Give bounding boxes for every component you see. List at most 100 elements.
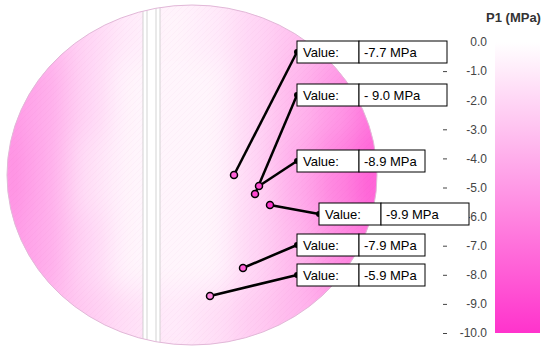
heat-cell bbox=[69, 0, 111, 62]
hatch bbox=[0, 0, 82, 348]
disc-outline bbox=[7, 5, 377, 345]
tick-label: -1.0 bbox=[466, 64, 487, 78]
tick-mark bbox=[443, 304, 447, 305]
label-box bbox=[297, 234, 359, 256]
leader-line bbox=[243, 245, 297, 268]
hatch bbox=[192, 0, 550, 348]
tick-mark bbox=[443, 158, 447, 159]
annotation: Value:-7.7 MPa bbox=[231, 41, 448, 179]
hatch bbox=[294, 0, 550, 348]
tick-mark bbox=[443, 129, 447, 130]
hatch bbox=[336, 0, 550, 348]
hatch bbox=[0, 0, 394, 348]
hatch bbox=[0, 0, 238, 348]
hatch bbox=[162, 0, 550, 348]
hatch bbox=[0, 0, 172, 348]
hatch bbox=[6, 0, 406, 348]
tick-label: -7.0 bbox=[466, 239, 487, 253]
tick-label: -2.0 bbox=[466, 94, 487, 108]
strip-edge bbox=[160, 0, 161, 348]
texture bbox=[0, 0, 550, 348]
tick-label: 0.0 bbox=[470, 35, 487, 49]
annotation-label: Value: bbox=[303, 88, 339, 103]
tick-label: -4.0 bbox=[466, 152, 487, 166]
hatch bbox=[222, 0, 550, 348]
hatch bbox=[0, 0, 214, 348]
annotation: Value: -5.9 MPa bbox=[207, 264, 426, 300]
annotation: Value: - 9.0 MPa bbox=[252, 84, 448, 198]
hatch bbox=[0, 0, 346, 348]
hatch bbox=[240, 0, 550, 348]
strip-edge bbox=[156, 0, 157, 348]
hatch bbox=[180, 0, 550, 348]
tick-label: -3.0 bbox=[466, 123, 487, 137]
probe-point bbox=[267, 202, 274, 209]
heat-cell bbox=[315, 289, 357, 348]
hatch bbox=[132, 0, 532, 348]
heat-cell bbox=[0, 137, 29, 214]
hatch bbox=[60, 0, 460, 348]
hatch bbox=[228, 0, 550, 348]
strip-edge bbox=[143, 0, 144, 348]
tick: 0.0 bbox=[443, 35, 491, 49]
probe-point bbox=[207, 293, 214, 300]
hatch bbox=[0, 0, 148, 348]
hatch bbox=[258, 0, 550, 348]
hatch bbox=[114, 0, 514, 348]
hatch bbox=[144, 0, 544, 348]
hatch bbox=[0, 0, 304, 348]
leader-line bbox=[234, 52, 297, 175]
hatch bbox=[48, 0, 448, 348]
tick-label: -9.0 bbox=[466, 297, 487, 311]
hatch bbox=[270, 0, 550, 348]
colorbar bbox=[495, 42, 540, 333]
heat-cell bbox=[0, 0, 29, 62]
hatch bbox=[0, 0, 250, 348]
label-box bbox=[297, 264, 359, 286]
hatch bbox=[0, 0, 280, 348]
hatch bbox=[108, 0, 508, 348]
colorbar-axis: 0.0-1.0-2.0-3.0-4.0-5.0-6.0-7.0-8.0-9.0-… bbox=[443, 35, 492, 340]
tick: -3.0 bbox=[443, 123, 491, 137]
tick: -7.0 bbox=[443, 239, 491, 253]
hatch bbox=[0, 0, 202, 348]
tick-mark bbox=[443, 246, 447, 247]
hatch bbox=[78, 0, 478, 348]
hatch bbox=[0, 0, 322, 348]
hatch bbox=[216, 0, 550, 348]
heat-cell bbox=[315, 137, 357, 214]
annotation-value: - 9.0 MPa bbox=[364, 88, 421, 103]
tick: -10.0 bbox=[443, 326, 491, 340]
hatch bbox=[174, 0, 550, 348]
hatch bbox=[0, 0, 370, 348]
annotation-value: -8.9 MPa bbox=[364, 154, 418, 169]
hatch bbox=[0, 0, 262, 348]
tick: -1.0 bbox=[443, 64, 491, 78]
hatch bbox=[36, 0, 436, 348]
hatch bbox=[348, 0, 550, 348]
hatch bbox=[0, 0, 358, 348]
annotation-label: Value: bbox=[303, 238, 339, 253]
hatch bbox=[0, 0, 400, 348]
hatch bbox=[0, 0, 160, 348]
probe-point bbox=[252, 191, 259, 198]
hatch bbox=[0, 0, 190, 348]
hatch bbox=[102, 0, 502, 348]
heat-cell bbox=[192, 137, 234, 214]
heat-cell bbox=[69, 137, 111, 214]
tick: -2.0 bbox=[443, 94, 491, 108]
value-box bbox=[359, 41, 447, 63]
hatch bbox=[0, 0, 334, 348]
tick-label: -8.0 bbox=[466, 268, 487, 282]
leader-line bbox=[259, 161, 297, 186]
annotation-value: -5.9 MPa bbox=[364, 268, 418, 283]
hatch bbox=[96, 0, 496, 348]
annotation-label: Value: bbox=[303, 268, 339, 283]
hatch bbox=[0, 0, 40, 348]
hatch bbox=[354, 0, 550, 348]
hatch bbox=[342, 0, 550, 348]
hatch bbox=[198, 0, 550, 348]
plot-area bbox=[0, 0, 550, 348]
heat-cell bbox=[28, 61, 70, 138]
heat-cell bbox=[233, 213, 275, 290]
